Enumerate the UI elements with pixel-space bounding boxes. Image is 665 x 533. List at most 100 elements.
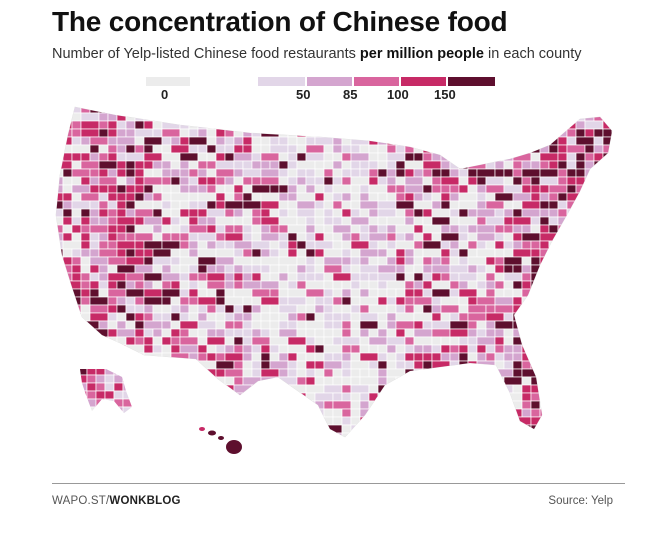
county-cell	[242, 208, 253, 218]
county-cell	[386, 344, 397, 354]
county-cell	[224, 264, 235, 274]
county-cell	[539, 240, 550, 250]
county-cell	[125, 336, 136, 346]
county-cell	[89, 408, 109, 418]
county-cell	[323, 200, 334, 210]
county-cell	[494, 160, 505, 170]
county-cell	[251, 160, 262, 170]
county-cell	[161, 320, 172, 330]
county-cell	[71, 184, 91, 194]
county-cell	[314, 136, 334, 146]
county-cell	[197, 376, 208, 386]
county-cell	[161, 144, 172, 154]
county-cell	[395, 248, 406, 258]
county-cell	[224, 352, 244, 362]
county-cell	[440, 152, 451, 162]
county-cell	[584, 192, 595, 202]
county-cell	[431, 344, 442, 354]
county-cell	[593, 256, 612, 266]
county-cell	[422, 208, 433, 218]
county-cell	[503, 232, 514, 242]
county-cell	[386, 280, 406, 290]
county-cell	[314, 264, 325, 274]
county-cell	[350, 112, 361, 122]
county-cell	[449, 328, 469, 338]
county-cell	[584, 272, 595, 282]
county-cell	[566, 168, 577, 178]
county-cell	[566, 107, 577, 114]
county-cell	[467, 392, 478, 402]
county-cell	[242, 272, 253, 282]
county-cell	[458, 144, 469, 154]
county-cell	[395, 376, 415, 386]
county-cell	[449, 408, 460, 418]
county-cell	[188, 384, 199, 394]
county-cell	[323, 272, 334, 282]
county-cell	[431, 176, 442, 186]
county-cell	[188, 416, 199, 426]
county-cell	[566, 328, 586, 338]
county-cell	[521, 320, 541, 330]
county-cell	[530, 432, 541, 437]
county-cell	[224, 288, 235, 298]
county-cell	[539, 320, 559, 330]
county-cell	[521, 392, 532, 402]
county-cell	[386, 168, 397, 178]
county-cell	[602, 424, 612, 434]
county-cell	[143, 160, 154, 170]
alaska-county-cell	[131, 374, 132, 384]
county-cell	[179, 408, 190, 418]
county-cell	[89, 152, 100, 162]
subtitle-text: Number of Yelp-listed Chinese food resta…	[52, 46, 360, 62]
county-cell	[593, 360, 604, 370]
county-cell	[404, 152, 415, 162]
county-cell	[107, 168, 118, 178]
county-cell	[305, 384, 325, 394]
county-cell	[512, 432, 523, 437]
county-cell	[107, 360, 118, 370]
county-cell	[377, 107, 388, 114]
county-cell	[548, 416, 559, 426]
county-cell	[512, 336, 532, 346]
county-cell	[449, 120, 460, 130]
county-cell	[233, 192, 244, 202]
county-cell	[422, 352, 433, 362]
county-cell	[557, 224, 568, 234]
county-cell	[242, 176, 253, 186]
county-cell	[89, 272, 100, 282]
county-cell	[575, 160, 586, 170]
county-cell	[422, 107, 442, 114]
county-cell	[557, 264, 568, 274]
county-cell	[56, 264, 64, 274]
county-cell	[386, 256, 397, 266]
county-cell	[476, 384, 487, 394]
county-cell	[431, 336, 442, 346]
county-cell	[341, 296, 352, 306]
county-cell	[323, 208, 334, 218]
county-cell	[56, 328, 64, 338]
county-cell	[98, 192, 109, 202]
county-cell	[557, 312, 577, 322]
county-cell	[395, 136, 406, 146]
county-cell	[116, 160, 127, 170]
county-cell	[575, 240, 586, 250]
county-cell	[251, 224, 262, 234]
county-cell	[359, 120, 370, 130]
county-cell	[251, 320, 262, 330]
county-cell	[125, 368, 136, 378]
county-cell	[269, 416, 280, 426]
county-cell	[458, 296, 469, 306]
county-cell	[386, 224, 397, 234]
county-cell	[215, 352, 226, 362]
county-cell	[548, 160, 559, 170]
county-cell	[179, 152, 199, 162]
county-cell	[296, 368, 307, 378]
county-cell	[557, 376, 568, 386]
county-cell	[233, 400, 244, 410]
county-cell	[278, 192, 289, 202]
county-cell	[593, 296, 604, 306]
county-cell	[341, 200, 352, 210]
county-cell	[413, 208, 424, 218]
county-cell	[89, 360, 109, 370]
county-cell	[251, 400, 262, 410]
